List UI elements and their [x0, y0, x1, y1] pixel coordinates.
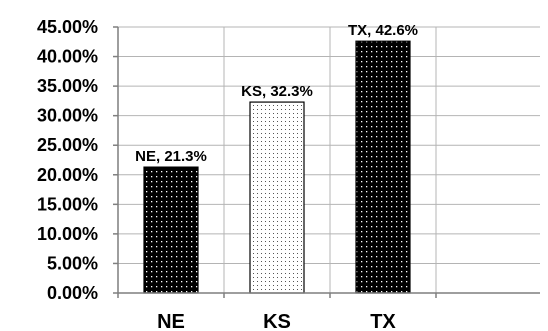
data-labels: NE, 21.3% KS, 32.3% TX, 42.6%: [135, 22, 418, 165]
y-tick-label: 15.00%: [37, 194, 98, 214]
axes: [113, 26, 540, 298]
x-category-label: KS: [263, 311, 291, 331]
y-tick-label: 45.00%: [37, 17, 98, 37]
bar-tx: [355, 40, 411, 294]
x-category-label: TX: [370, 311, 396, 331]
y-tick-label: 10.00%: [37, 224, 98, 244]
bar-ks: [249, 101, 305, 294]
bars: [143, 40, 411, 294]
data-label: TX, 42.6%: [348, 22, 418, 39]
y-tick-label: 0.00%: [47, 283, 98, 303]
y-tick-labels: 0.00% 5.00% 10.00% 15.00% 20.00% 25.00% 30.00%…: [37, 17, 98, 303]
y-tick-label: 5.00%: [47, 253, 98, 273]
y-tick-label: 30.00%: [37, 106, 98, 126]
bar-ne: [143, 166, 199, 294]
y-tick-label: 35.00%: [37, 76, 98, 96]
y-tick-label: 40.00%: [37, 47, 98, 67]
data-label: KS, 32.3%: [241, 83, 313, 100]
data-label: NE, 21.3%: [135, 148, 207, 165]
x-category-labels: NE KS TX: [157, 311, 396, 331]
y-tick-label: 25.00%: [37, 135, 98, 155]
x-category-label: NE: [157, 311, 185, 331]
y-tick-label: 20.00%: [37, 165, 98, 185]
